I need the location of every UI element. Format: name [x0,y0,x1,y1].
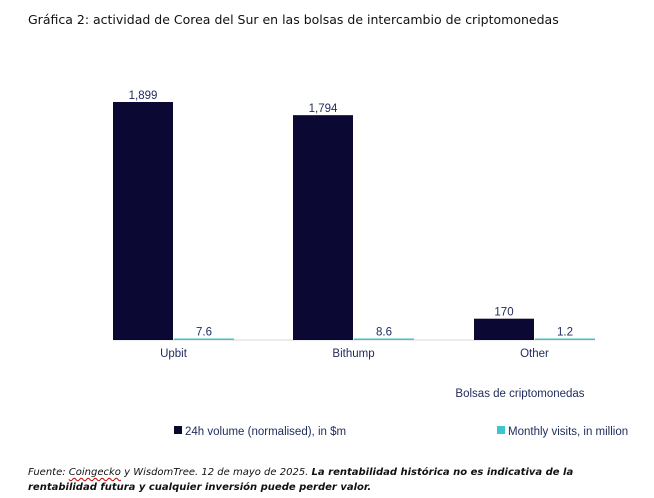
x-tick-other: Other [520,348,549,360]
bar-upbit-series-2 [174,338,234,340]
bar-bithump-series-1 [293,115,353,340]
footnote-prefix: Fuente: [28,467,69,478]
x-tick-upbit: Upbit [160,348,188,360]
data-label-bithump-series-2: 8.6 [376,327,392,339]
bar-upbit-series-1 [113,102,173,340]
footnote: Fuente: Coingecko y WisdomTree. 12 de ma… [28,465,638,495]
legend-label-series-2: Monthly visits, in million [508,426,628,438]
legend-swatch-series-1 [174,426,182,434]
data-label-bithump-series-1: 1,794 [309,103,338,115]
bar-other-series-1 [474,318,534,340]
legend-label-series-1: 24h volume (normalised), in $m [185,426,346,438]
bar-bithump-series-2 [354,338,414,340]
data-label-other-series-1: 170 [494,307,513,319]
footnote-disclaimer: La rentabilidad histórica no es indicati… [28,467,574,493]
data-label-upbit-series-2: 7.6 [196,327,212,339]
chart-title: Gráfica 2: actividad de Corea del Sur en… [28,12,559,27]
x-axis-title: Bolsas de criptomonedas [455,388,584,400]
data-label-upbit-series-1: 1,899 [129,90,158,102]
legend-swatch-series-2 [497,426,505,434]
footnote-source-name: Coingecko [68,467,121,478]
footnote-source-rest: y WisdomTree. 12 de mayo de 2025. [120,467,312,478]
x-tick-bithump: Bithump [332,348,374,360]
data-label-other-series-2: 1.2 [557,327,573,339]
bar-other-series-2 [535,338,595,340]
